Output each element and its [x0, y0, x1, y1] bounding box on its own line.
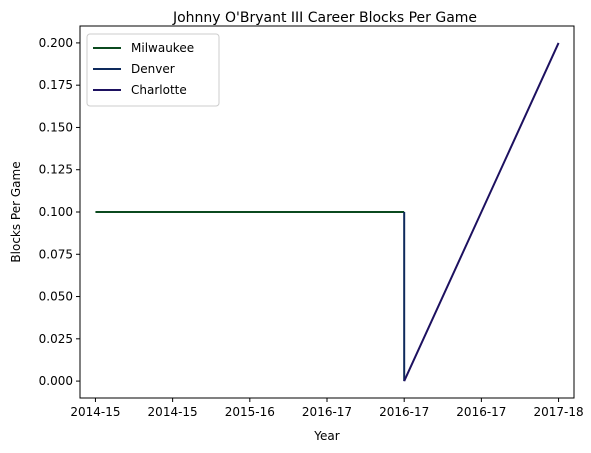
- x-tick-label: 2014-15: [70, 405, 120, 419]
- x-tick-label: 2016-17: [379, 405, 429, 419]
- x-tick-label: 2014-15: [148, 405, 198, 419]
- y-tick-label: 0.075: [39, 247, 73, 261]
- x-axis-ticks: 2014-15 2014-15 2015-16 2016-17 2016-17 2016-…: [70, 398, 583, 419]
- x-tick-label: 2015-16: [225, 405, 275, 419]
- x-axis-title: Year: [313, 429, 339, 443]
- y-tick-label: 0.125: [39, 163, 73, 177]
- legend: Milwaukee Denver Charlotte: [87, 34, 219, 106]
- series-line-charlotte: [404, 43, 558, 381]
- legend-label-denver: Denver: [131, 62, 175, 76]
- y-axis-title: Blocks Per Game: [9, 161, 23, 262]
- x-tick-label: 2016-17: [456, 405, 506, 419]
- y-tick-label: 0.100: [39, 205, 73, 219]
- y-tick-label: 0.050: [39, 290, 73, 304]
- y-tick-label: 0.200: [39, 36, 73, 50]
- x-tick-label: 2017-18: [533, 405, 583, 419]
- legend-label-charlotte: Charlotte: [131, 83, 187, 97]
- chart-title: Johnny O'Bryant III Career Blocks Per Ga…: [172, 10, 477, 26]
- y-tick-label: 0.175: [39, 78, 73, 92]
- y-axis-ticks: 0.000 0.025 0.050 0.075 0.100 0.125 0.150 0.175…: [39, 36, 80, 388]
- legend-label-milwaukee: Milwaukee: [131, 41, 194, 55]
- x-tick-label: 2016-17: [302, 405, 352, 419]
- y-tick-label: 0.025: [39, 332, 73, 346]
- y-tick-label: 0.150: [39, 120, 73, 134]
- y-tick-label: 0.000: [39, 374, 73, 388]
